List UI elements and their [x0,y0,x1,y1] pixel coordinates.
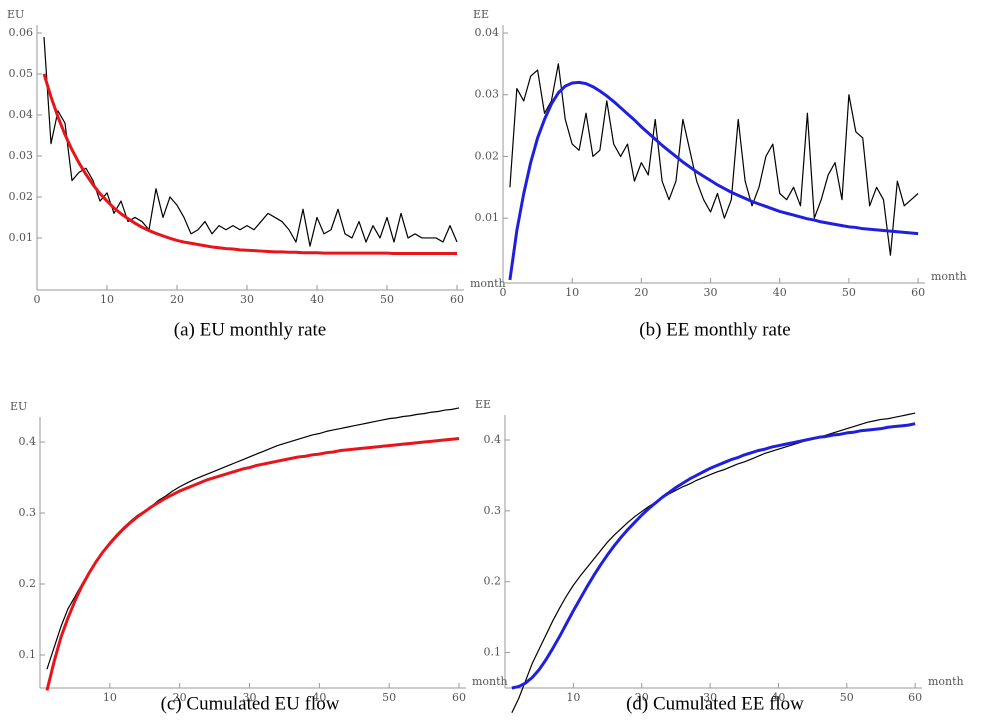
caption: (b) EE monthly rate [639,319,790,340]
x-tick-label: 30 [243,691,257,704]
series-line [43,37,458,247]
y-tick-label: 0.2 [484,575,502,588]
caption: (c) Cumulated EU flow [161,693,340,714]
series-line [511,422,916,690]
series-line [46,407,460,670]
x-tick-label: 30 [240,293,254,306]
x-axis-label: month [931,270,967,283]
series-line [509,63,919,256]
x-tick-label: 10 [100,293,114,306]
series-line [45,436,460,691]
series-line [42,73,457,256]
x-tick-label: 60 [908,691,922,704]
y-axis-label: EU [7,8,24,21]
series-line [508,80,919,281]
y-tick-label: 0.01 [475,211,500,224]
x-tick-label: 40 [771,691,785,704]
series-line [511,412,916,714]
y-axis-label: EE [475,398,491,411]
x-tick-label: 10 [566,691,580,704]
y-tick-label: 0.4 [19,435,37,448]
x-tick-label: 30 [703,691,717,704]
x-tick-label: 50 [380,293,394,306]
y-tick-label: 0.1 [484,646,502,659]
x-tick-label: 50 [382,691,396,704]
y-tick-label: 0.1 [19,648,37,661]
y-tick-label: 0.2 [19,577,37,590]
y-tick-label: 0.03 [9,149,34,162]
y-tick-label: 0.04 [9,108,34,121]
x-tick-label: 20 [635,691,649,704]
caption: (a) EU monthly rate [174,319,326,340]
y-axis-label: EE [473,8,489,21]
x-tick-label: 40 [310,293,324,306]
x-axis-label: month [472,675,508,688]
y-tick-label: 0.01 [9,231,34,244]
x-tick-label: 20 [170,293,184,306]
y-tick-label: 0.06 [9,26,34,39]
y-tick-label: 0.02 [475,149,500,162]
caption: (d) Cumulated EE flow [626,693,804,714]
y-tick-label: 0.4 [484,433,502,446]
x-tick-label: 40 [312,691,326,704]
y-tick-label: 0.05 [9,67,34,80]
y-tick-label: 0.3 [484,504,502,517]
x-tick-label: 0 [34,293,41,306]
y-tick-label: 0.03 [475,88,500,101]
y-tick-label: 0.02 [9,190,34,203]
x-tick-label: 60 [450,293,464,306]
x-tick-label: 10 [103,691,117,704]
x-tick-label: 30 [704,286,718,299]
x-tick-label: 60 [452,691,466,704]
x-axis-label: month [470,277,506,290]
x-tick-label: 20 [173,691,187,704]
y-axis-label: EU [10,400,27,413]
x-axis-label: month [928,675,964,688]
x-tick-label: 40 [773,286,787,299]
x-tick-label: 50 [842,286,856,299]
x-tick-label: 0 [500,286,507,299]
x-tick-label: 10 [565,286,579,299]
x-tick-label: 60 [911,286,925,299]
y-tick-label: 0.04 [475,26,500,39]
x-tick-label: 50 [840,691,854,704]
y-tick-label: 0.3 [19,506,37,519]
x-tick-label: 20 [634,286,648,299]
